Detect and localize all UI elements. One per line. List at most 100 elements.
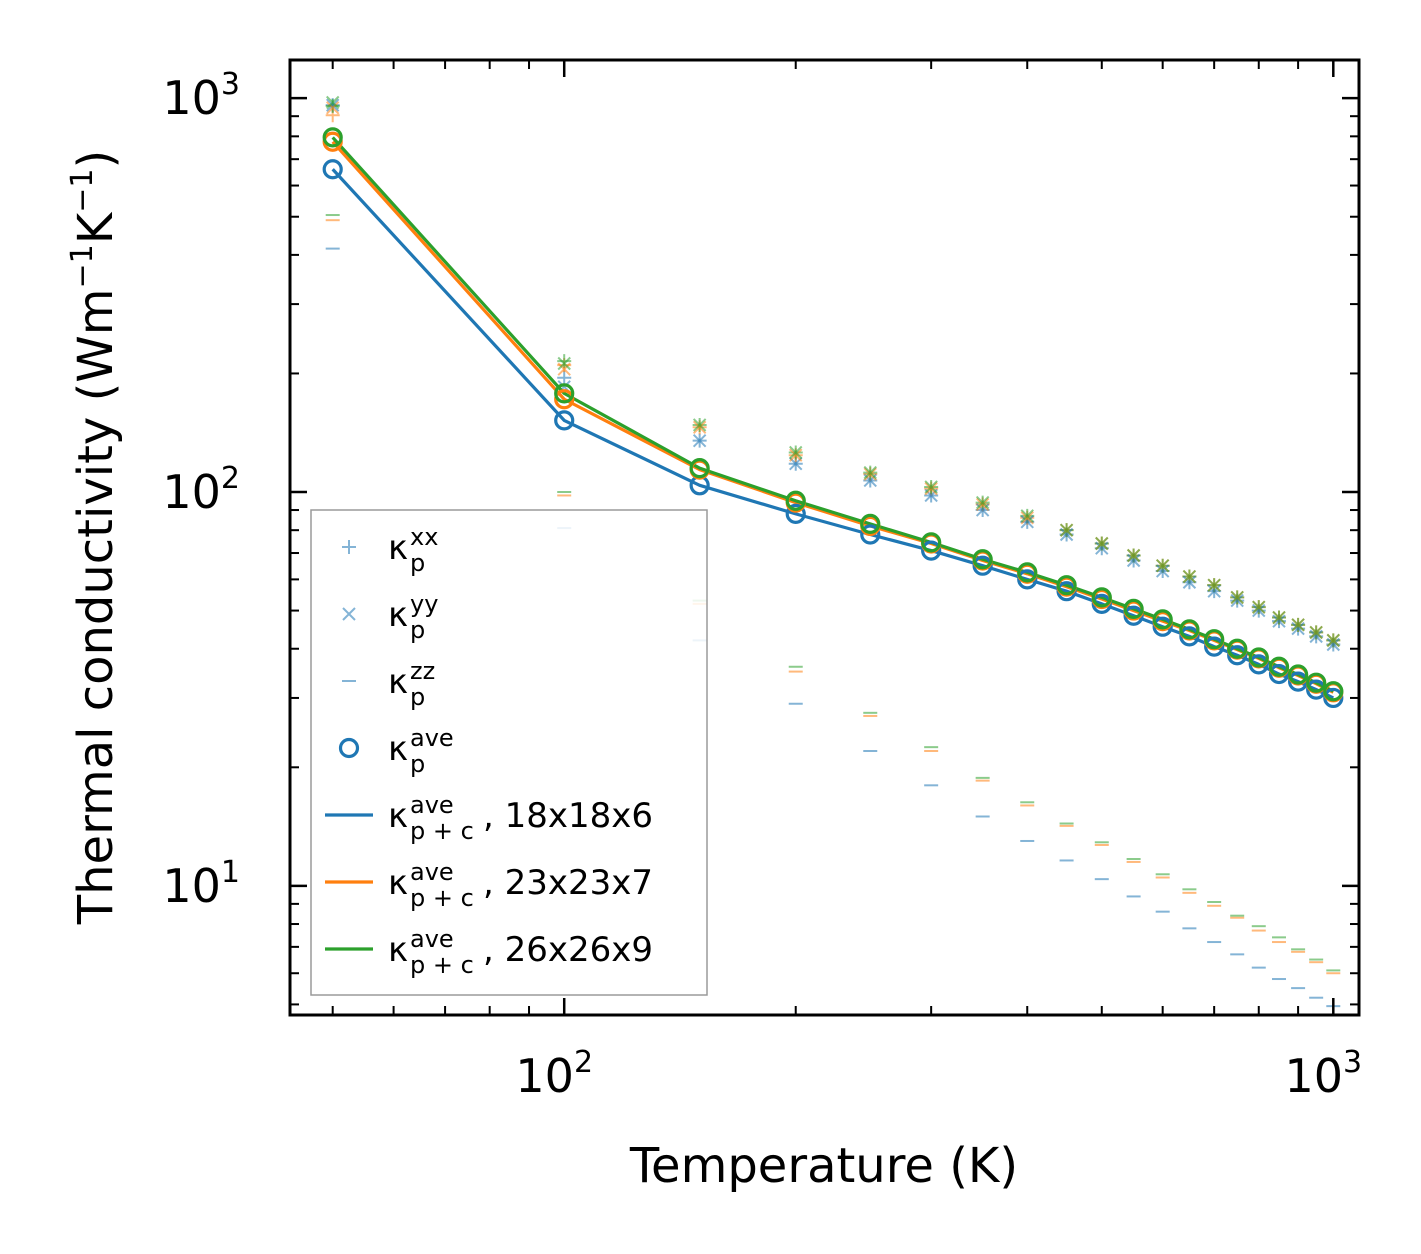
cross-marker xyxy=(975,495,990,510)
circle-marker xyxy=(1204,636,1225,657)
legend-subscript: p + c xyxy=(410,884,474,912)
legend-subscript: p xyxy=(410,683,425,711)
legend-entry: κ yyp xyxy=(342,590,438,644)
legend-suffix: , 26x26x9 xyxy=(483,930,653,970)
cross-marker xyxy=(1095,541,1109,555)
cross-marker xyxy=(1309,629,1323,644)
circle-marker xyxy=(1288,664,1309,685)
cross-marker xyxy=(1207,584,1221,598)
y-tick-label-exp: 1 xyxy=(221,855,240,890)
legend-symbol: κ xyxy=(388,930,408,970)
legend-frame xyxy=(310,509,708,996)
cross-marker xyxy=(1230,593,1244,608)
y-tick-label: 101 xyxy=(162,855,240,913)
legend-symbol: κ xyxy=(388,595,408,635)
cross-marker xyxy=(1095,536,1109,551)
x-tick-label-exp: 3 xyxy=(1343,1045,1362,1080)
circle-marker xyxy=(1123,598,1144,619)
legend-superscript: xx xyxy=(410,523,438,551)
legend-symbol: κ xyxy=(388,863,408,903)
legend-entry: κ zzp xyxy=(342,657,435,711)
circle-marker xyxy=(554,389,575,410)
circle-marker xyxy=(322,159,343,180)
legend-subscript: p xyxy=(410,549,425,577)
cross-marker xyxy=(557,356,571,371)
circle-marker xyxy=(1248,647,1269,668)
circle-marker xyxy=(921,540,942,561)
legend-superscript: ave xyxy=(410,724,454,752)
circle-marker xyxy=(689,458,710,479)
cross-marker xyxy=(789,448,803,462)
cross-marker xyxy=(924,480,938,494)
series-line xyxy=(331,168,1334,700)
x-tick-label: 102 xyxy=(515,1045,593,1103)
cross-marker xyxy=(1272,610,1286,625)
circle-marker xyxy=(554,410,575,431)
cross-marker xyxy=(1155,558,1170,573)
y-tick-label-base: 10 xyxy=(162,71,221,125)
series-kave-26x26x9 xyxy=(322,127,1344,702)
circle-marker xyxy=(1306,672,1327,693)
y-axis-title-exp2: −1 xyxy=(65,169,100,213)
cross-marker xyxy=(1020,515,1034,529)
circle-marker xyxy=(1017,569,1038,590)
x-tick-label-exp: 2 xyxy=(574,1045,593,1080)
cross-marker xyxy=(325,101,340,115)
legend-symbol: κ xyxy=(388,528,408,568)
x-tick-label-base: 10 xyxy=(515,1049,574,1103)
y-tick-label-exp: 3 xyxy=(221,67,240,102)
cross-marker xyxy=(1207,578,1221,592)
legend-subscript: p xyxy=(410,750,425,778)
y-tick-label: 103 xyxy=(162,67,240,125)
y-axis-title: Thermal conductivity (Wm−1K−1) xyxy=(65,150,124,925)
plus-marker xyxy=(557,370,572,385)
cross-marker xyxy=(1182,575,1197,589)
circle-marker xyxy=(785,503,806,524)
cross-marker xyxy=(1230,590,1244,605)
circle-marker xyxy=(1268,656,1290,677)
legend-suffix: , 18x18x6 xyxy=(483,796,653,836)
cross-marker xyxy=(557,362,571,376)
x-axis-title: Temperature (K) xyxy=(629,1138,1018,1194)
cross-marker xyxy=(325,95,340,110)
y-tick-label-base: 10 xyxy=(162,465,221,519)
cross-marker xyxy=(1291,621,1305,636)
legend-superscript: zz xyxy=(410,657,435,685)
y-axis-title-end: ) xyxy=(68,150,124,169)
cross-marker xyxy=(975,497,990,512)
legend-superscript: yy xyxy=(410,590,438,618)
circle-marker xyxy=(1179,619,1200,640)
circle-marker xyxy=(921,532,942,553)
cross-marker xyxy=(1126,553,1141,568)
cross-marker xyxy=(1326,633,1340,648)
cross-marker xyxy=(1182,569,1197,584)
circle-marker xyxy=(1179,626,1200,647)
legend-suffix: , 23x23x7 xyxy=(483,863,653,903)
circle-marker xyxy=(1248,654,1269,675)
cross-marker xyxy=(1059,527,1074,542)
circle-marker xyxy=(1323,687,1344,709)
series-kyy-26x26x9 xyxy=(325,95,1340,648)
legend-superscript: ave xyxy=(410,925,454,953)
y-axis-title-mid: K xyxy=(68,211,124,244)
cross-marker xyxy=(924,481,938,496)
legend-marker-cross xyxy=(342,607,356,621)
cross-marker xyxy=(1059,523,1074,537)
series-kave-p-c-18x18x6 xyxy=(331,168,1334,700)
series-kzz-23x23x7 xyxy=(325,219,1341,975)
cross-marker xyxy=(1252,603,1266,618)
circle-marker xyxy=(972,549,993,570)
x-tick-label-base: 10 xyxy=(1284,1049,1343,1103)
cross-marker xyxy=(1126,548,1141,563)
circle-marker xyxy=(1017,562,1038,583)
cross-marker xyxy=(1326,637,1340,652)
y-tick-label-base: 10 xyxy=(162,859,221,913)
y-tick-label-exp: 2 xyxy=(221,461,240,496)
circle-marker xyxy=(1227,645,1248,666)
cross-marker xyxy=(1291,618,1305,632)
